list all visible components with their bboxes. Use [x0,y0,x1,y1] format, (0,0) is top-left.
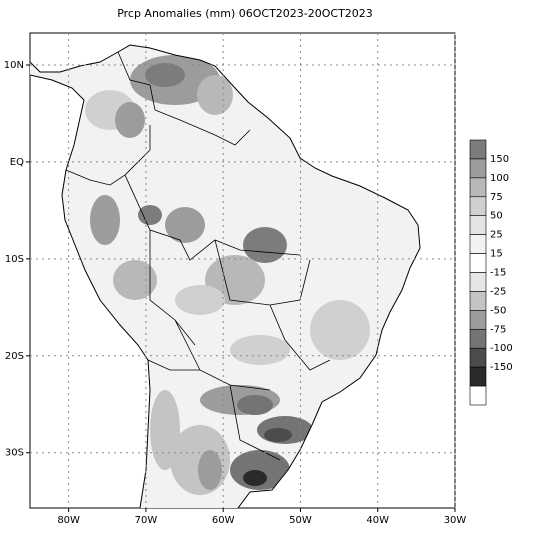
y-tick-label: 30S [5,448,24,459]
legend-swatch [469,196,487,217]
y-tick-label: 10N [4,60,24,71]
legend-label: 25 [490,230,503,241]
x-tick-label: 70W [135,515,158,526]
axes: 80W 70W 60W 50W 40W 30W 10N EQ 10S 20S 30S [4,33,467,526]
legend-label: -75 [490,324,506,335]
legend-label: -50 [490,305,506,316]
legend-label: -150 [490,362,513,373]
map-body [30,44,421,508]
legend-label: -15 [490,268,506,279]
legend-label: -100 [490,343,513,354]
y-tick-label: 20S [5,351,24,362]
legend-label: 50 [490,211,503,222]
legend-swatch [469,366,487,387]
x-tick-label: 50W [289,515,312,526]
y-tick-label: 10S [5,254,24,265]
x-tick-label: 60W [212,515,235,526]
legend-swatch [469,139,487,160]
x-tick-label: 80W [57,515,80,526]
legend-swatch [469,253,487,273]
legend-swatch [469,272,487,292]
legend-swatch [469,215,487,235]
legend-swatch [469,158,487,179]
legend-swatch [469,347,487,368]
legend-label: 15 [490,249,503,260]
legend-swatch [469,291,487,311]
y-tick-label: EQ [10,157,24,168]
borders [65,51,331,461]
legend-swatch [469,385,487,406]
legend-label: 100 [490,173,509,184]
legend-swatch [469,328,487,349]
anomaly-field [85,55,370,495]
x-tick-label: 40W [366,515,389,526]
map-title: Prcp Anomalies (mm) 06OCT2023-20OCT2023 [117,7,373,20]
legend-label: 75 [490,192,503,203]
legend-label: 150 [490,154,509,165]
x-tick-label: 30W [444,515,467,526]
legend-label: -25 [490,286,506,297]
legend: 150 100 75 50 25 15 -15 -25 -50 -75 -100 -150 [469,139,513,406]
coastline [30,44,421,508]
legend-swatch [469,310,487,330]
legend-swatch [469,177,487,198]
legend-swatch [469,234,487,254]
